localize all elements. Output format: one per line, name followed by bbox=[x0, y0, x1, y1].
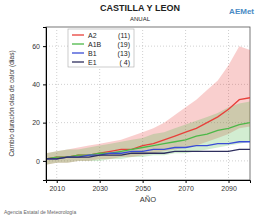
y-tick-label: 40 bbox=[32, 81, 40, 88]
legend-count: (19) bbox=[118, 41, 130, 49]
legend-count: (13) bbox=[118, 50, 130, 58]
y-tick-label: 60 bbox=[32, 43, 40, 50]
y-tick-mark bbox=[43, 46, 46, 47]
x-axis: 2010 2030 2050 2070 2090 bbox=[47, 180, 251, 192]
legend-count: ( 4) bbox=[120, 59, 131, 67]
source: Agencia Estatal de Meteorología bbox=[4, 209, 76, 215]
legend-label: B1 bbox=[88, 50, 97, 57]
chart: CASTILLA Y LEON ANUAL AEMet 2010 2030 2050 207… bbox=[0, 0, 260, 218]
legend-label: A1B bbox=[88, 41, 102, 48]
x-tick-label: 2030 bbox=[92, 185, 108, 192]
legend-count: (11) bbox=[118, 32, 130, 40]
x-tick: 2030 bbox=[92, 180, 108, 192]
x-tick-label: 2050 bbox=[135, 185, 151, 192]
series-line bbox=[46, 123, 250, 159]
x-tick-label: 2090 bbox=[221, 185, 237, 192]
x-tick-mark bbox=[186, 180, 187, 183]
subtitle: ANUAL bbox=[130, 16, 151, 22]
legend-swatch bbox=[72, 34, 84, 35]
spread-band bbox=[46, 102, 250, 165]
x-tick-label: 2070 bbox=[178, 185, 194, 192]
series-line bbox=[46, 149, 250, 159]
y-tick-mark bbox=[43, 161, 46, 162]
x-tick: 2050 bbox=[135, 180, 151, 192]
y-tick-label: 20 bbox=[32, 119, 40, 126]
y-tick: 0 bbox=[36, 158, 46, 165]
x-axis-title: AÑO bbox=[140, 195, 156, 204]
x-tick: 2090 bbox=[221, 180, 237, 192]
plot-frame bbox=[46, 27, 250, 180]
x-tick-mark bbox=[229, 180, 230, 183]
y-tick-mark bbox=[43, 84, 46, 85]
legend-box bbox=[68, 29, 134, 67]
y-tick-label: 0 bbox=[36, 158, 40, 165]
grid bbox=[46, 27, 250, 180]
x-tick-mark bbox=[100, 180, 101, 183]
y-tick: 40 bbox=[32, 81, 46, 88]
y-axis-line bbox=[43, 28, 47, 181]
series-line bbox=[46, 98, 250, 159]
y-tick: 60 bbox=[32, 43, 46, 50]
legend-swatch bbox=[72, 43, 84, 44]
y-tick-mark bbox=[43, 123, 46, 124]
legend-label: E1 bbox=[88, 59, 97, 66]
x-tick-label: 2010 bbox=[49, 185, 65, 192]
x-tick-mark bbox=[57, 180, 58, 183]
y-tick: 20 bbox=[32, 119, 46, 126]
legend-swatch bbox=[72, 61, 84, 62]
legend-swatch bbox=[72, 52, 84, 53]
x-tick-mark bbox=[143, 180, 144, 183]
y-axis-title: Cambio duración olas de calor (días) bbox=[8, 50, 16, 156]
y-axis: 0 20 40 60 bbox=[32, 28, 46, 181]
legend: A2 (11) A1B (19) B1 (13) E1 ( 4) bbox=[68, 29, 134, 67]
brand: AEMet bbox=[229, 7, 254, 16]
legend-label: A2 bbox=[88, 32, 97, 39]
x-axis-line bbox=[47, 181, 251, 184]
x-tick: 2070 bbox=[178, 180, 194, 192]
title: CASTILLA Y LEON bbox=[100, 3, 180, 13]
series-line bbox=[46, 142, 250, 159]
grid-line bbox=[185, 27, 186, 180]
x-tick: 2010 bbox=[49, 180, 65, 192]
